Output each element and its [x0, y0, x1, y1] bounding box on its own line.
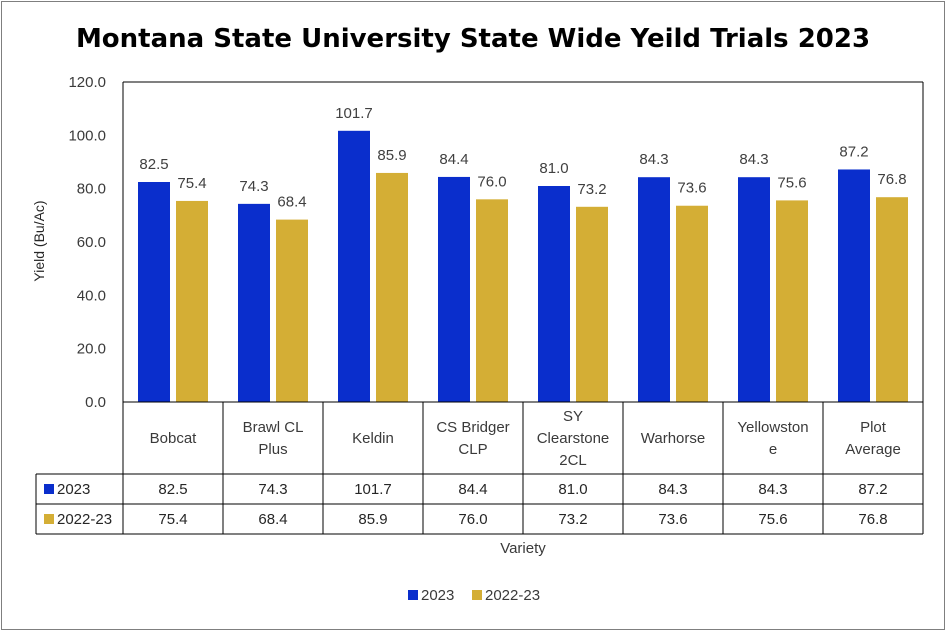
category-label: Bobcat — [150, 430, 198, 447]
bar-2023-3 — [438, 176, 470, 402]
category-label: CLP — [458, 441, 487, 458]
bar-2023-1 — [238, 203, 270, 402]
table-series-swatch — [44, 514, 54, 524]
category-label: 2CL — [559, 452, 587, 469]
bar-data-label: 76.0 — [477, 173, 506, 190]
bar-data-label: 76.8 — [877, 171, 906, 188]
bar-data-label: 82.5 — [139, 156, 168, 173]
table-series-name: 2023 — [57, 481, 90, 498]
legend-swatch — [472, 590, 482, 600]
bar-2022-23-6 — [776, 200, 808, 402]
category-label: Keldin — [352, 430, 394, 447]
y-tick-label: 120.0 — [68, 74, 106, 91]
category-label: e — [769, 441, 777, 458]
bar-data-label: 73.2 — [577, 181, 606, 198]
table-cell: 84.4 — [458, 481, 487, 498]
bar-2023-4 — [538, 186, 570, 402]
bar-data-label: 101.7 — [335, 105, 373, 122]
category-label: Warhorse — [641, 430, 705, 447]
y-tick-label: 60.0 — [77, 234, 106, 251]
category-label: Plot — [860, 419, 887, 436]
table-cell: 68.4 — [258, 511, 287, 528]
bar-2023-2 — [338, 130, 370, 403]
legend: 2023 2022-23 — [408, 587, 540, 604]
bar-data-label: 73.6 — [677, 180, 706, 197]
bar-data-label: 84.4 — [439, 151, 468, 168]
bar-2023-0 — [138, 182, 170, 402]
bar-2022-23-3 — [476, 199, 508, 402]
category-label: Average — [845, 441, 901, 458]
table-cell: 76.0 — [458, 511, 487, 528]
table-cell: 101.7 — [354, 481, 392, 498]
bar-2023-5 — [638, 177, 670, 402]
category-label: Plus — [258, 441, 287, 458]
table-series-swatch — [44, 484, 54, 494]
bar-data-label: 68.4 — [277, 194, 306, 211]
bar-2022-23-7 — [876, 197, 908, 402]
chart-title: Montana State University State Wide Yeil… — [76, 24, 870, 54]
table-cell: 73.6 — [658, 511, 687, 528]
bars-group — [138, 130, 908, 403]
table-cell: 75.4 — [158, 511, 187, 528]
table-cell: 81.0 — [558, 481, 587, 498]
bar-data-label: 84.3 — [739, 151, 768, 168]
category-label: Yellowston — [737, 419, 808, 436]
y-tick-label: 100.0 — [68, 127, 106, 144]
bar-2022-23-4 — [576, 206, 608, 402]
bar-2022-23-0 — [176, 200, 208, 402]
bar-data-label: 84.3 — [639, 151, 668, 168]
y-axis-label: Yield (Bu/Ac) — [31, 200, 47, 281]
category-label: Brawl CL — [243, 419, 304, 436]
y-tick-label: 80.0 — [77, 181, 106, 198]
table-cell: 87.2 — [858, 481, 887, 498]
bar-data-label: 75.6 — [777, 174, 806, 191]
bar-2023-6 — [738, 177, 770, 402]
category-label: SY — [563, 408, 583, 425]
y-axis-ticks: 0.0 20.0 40.0 60.0 80.0 100.0 120.0 — [68, 74, 106, 411]
table-cell: 84.3 — [758, 481, 787, 498]
bar-data-label: 75.4 — [177, 175, 206, 192]
bar-2022-23-5 — [676, 205, 708, 402]
data-table: Bobcat Brawl CL Plus Keldin CS Bridger CLP SY C… — [35, 81, 924, 535]
table-cell: 73.2 — [558, 511, 587, 528]
table-cell: 82.5 — [158, 481, 187, 498]
x-axis-label: Variety — [500, 540, 546, 557]
y-tick-label: 20.0 — [77, 341, 106, 358]
bar-2022-23-1 — [276, 219, 308, 402]
bar-2023-7 — [838, 169, 870, 402]
y-tick-label: 40.0 — [77, 287, 106, 304]
bar-data-label: 81.0 — [539, 160, 568, 177]
table-series-name: 2022-23 — [57, 511, 112, 528]
table-cell: 74.3 — [258, 481, 287, 498]
table-cell: 84.3 — [658, 481, 687, 498]
y-tick-label: 0.0 — [85, 394, 106, 411]
bar-data-label: 87.2 — [839, 143, 868, 160]
legend-label: 2022-23 — [485, 587, 540, 604]
table-cell: 85.9 — [358, 511, 387, 528]
bar-2022-23-2 — [376, 172, 408, 402]
category-label: Clearstone — [537, 430, 610, 447]
bar-labels-group: 82.5 74.3 101.7 84.4 81.0 84.3 84.3 87.2 75.4 68.… — [139, 105, 906, 211]
table-cell: 75.6 — [758, 511, 787, 528]
legend-swatch — [408, 590, 418, 600]
legend-label: 2023 — [421, 587, 454, 604]
table-cell: 76.8 — [858, 511, 887, 528]
bar-data-label: 85.9 — [377, 147, 406, 164]
category-label: CS Bridger — [436, 419, 509, 436]
bar-data-label: 74.3 — [239, 178, 268, 195]
